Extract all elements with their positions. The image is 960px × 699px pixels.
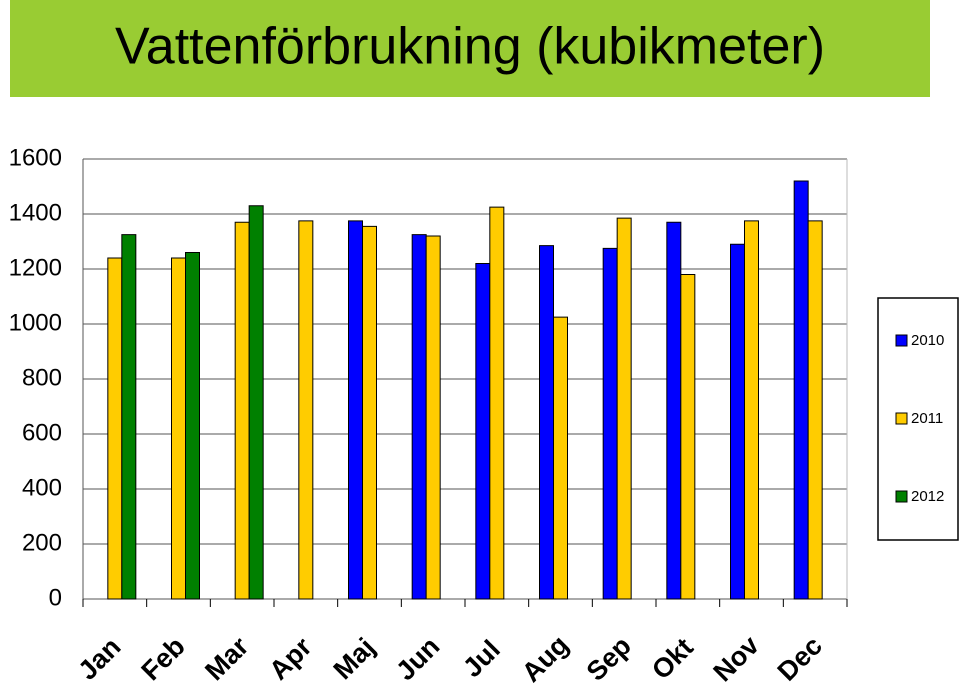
y-tick-label: 1200 — [9, 254, 62, 281]
bar — [602, 247, 618, 600]
y-tick-label: 800 — [22, 364, 62, 391]
legend-label: 2010 — [911, 332, 944, 349]
y-tick-label: 0 — [49, 584, 62, 611]
legend-swatch — [895, 412, 908, 425]
bar — [298, 220, 314, 600]
x-tick-label: Nov — [708, 630, 765, 687]
bar — [730, 243, 745, 600]
x-tick-label: Sep — [581, 631, 637, 687]
legend-swatch — [895, 334, 908, 347]
bar — [616, 217, 632, 600]
x-tick-label: Feb — [136, 631, 191, 686]
legend-swatch — [895, 490, 908, 503]
bar — [539, 245, 554, 600]
chart-title: Vattenförbrukning (kubikmeter) — [115, 18, 825, 76]
bar — [171, 257, 186, 600]
bar — [234, 221, 250, 600]
x-tick-label: Jan — [72, 632, 126, 686]
y-tick-label: 200 — [22, 529, 62, 556]
x-tick-label: Jul — [457, 634, 506, 683]
bar — [489, 206, 505, 600]
x-tick-label: Aug — [516, 630, 574, 688]
legend-label: 2012 — [911, 488, 944, 505]
bar — [185, 252, 200, 600]
bar — [248, 205, 264, 600]
legend-label: 2011 — [911, 410, 943, 427]
x-tick-label: Jun — [390, 631, 445, 686]
bar — [362, 225, 377, 600]
bar — [807, 220, 823, 600]
x-tick-label: Okt — [646, 632, 699, 685]
bar — [475, 263, 491, 600]
legend — [877, 297, 959, 541]
y-tick-label: 400 — [22, 474, 62, 501]
bar — [425, 235, 441, 600]
bar — [348, 220, 363, 600]
title-banner — [10, 0, 930, 97]
bar — [121, 234, 137, 600]
y-tick-label: 1400 — [9, 199, 62, 226]
x-tick-label: Mar — [199, 631, 255, 687]
x-tick-label: Apr — [263, 631, 317, 685]
bar — [793, 180, 809, 600]
x-tick-label: Dec — [772, 631, 828, 687]
y-tick-label: 1000 — [9, 309, 62, 336]
bar — [666, 221, 682, 600]
y-tick-label: 1600 — [9, 144, 62, 171]
x-tick-label: Maj — [328, 632, 381, 685]
bar — [744, 220, 759, 600]
bar — [107, 257, 123, 600]
bar — [553, 316, 568, 600]
y-tick-label: 600 — [22, 419, 62, 446]
bar — [680, 274, 696, 600]
bar — [411, 234, 427, 600]
